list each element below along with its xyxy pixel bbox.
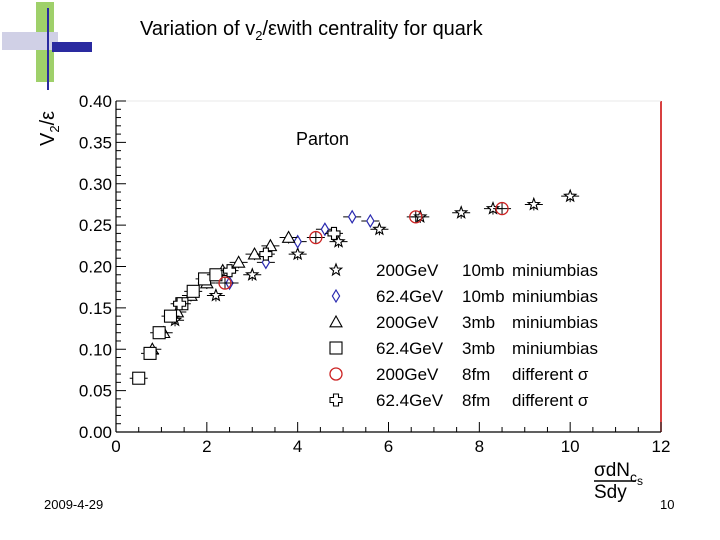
- chart-annotation: Parton: [296, 129, 349, 149]
- data-point-diamond: [288, 234, 307, 249]
- data-point-cross: [220, 264, 239, 278]
- x-axis-label-denominator: Sdy: [594, 482, 627, 503]
- data-point-cross: [170, 297, 189, 311]
- legend-label: 10mb: [462, 287, 505, 306]
- data-point-circle: [406, 210, 425, 224]
- data-point-star: [452, 205, 471, 219]
- legend-marker-star: [328, 262, 344, 277]
- legend-label: different σ: [512, 391, 589, 410]
- legend-marker-square: [329, 341, 343, 355]
- footer-date: 2009-4-29: [44, 497, 104, 512]
- legend-label: 8fm: [462, 365, 490, 384]
- data-point-diamond: [343, 209, 362, 225]
- data-point-square: [206, 268, 225, 282]
- legend-marker-cross: [329, 393, 343, 407]
- data-point-triangle: [229, 255, 248, 269]
- title-text-post: /εwith centrality for quark: [262, 18, 483, 40]
- y-tick-label: 0.25: [79, 216, 112, 235]
- legend-label: 62.4GeV: [376, 391, 444, 410]
- x-tick-label: 6: [384, 437, 393, 456]
- legend-label: miniumbias: [512, 313, 598, 332]
- y-tick-label: 0.40: [79, 92, 112, 111]
- legend-label: 8fm: [462, 391, 490, 410]
- y-axis-ticks: 0.00 0.05 0.10 0.15 0.20 0.25 0.30 0.35 0.40: [79, 92, 126, 442]
- x-tick-label: 2: [202, 437, 211, 456]
- x-axis-label: σdNcs Sdy: [594, 460, 643, 503]
- legend-marker-diamond: [331, 288, 341, 304]
- slide-corner-decoration: [2, 2, 92, 90]
- legend-marker-triangle: [329, 314, 343, 328]
- legend-label: 10mb: [462, 261, 505, 280]
- deco-blue-bar: [52, 42, 92, 52]
- deco-lavender-block: [2, 32, 58, 50]
- data-point-circle: [493, 201, 512, 216]
- data-point-square: [150, 326, 169, 340]
- y-axis-label: V2/ε: [37, 111, 62, 146]
- legend-label: miniumbias: [512, 339, 598, 358]
- legend-label: 62.4GeV: [376, 339, 444, 358]
- data-point-star: [524, 196, 543, 211]
- page-number: 10: [660, 497, 675, 512]
- data-point-square: [141, 346, 160, 360]
- legend-label: different σ: [512, 365, 589, 384]
- legend-label: 3mb: [462, 313, 495, 332]
- data-point-triangle: [245, 246, 264, 261]
- legend-label: miniumbias: [512, 287, 598, 306]
- data-point-square: [129, 371, 148, 385]
- data-point-triangle: [279, 230, 298, 244]
- x-axis-label-num-sub: c: [630, 469, 637, 485]
- data-point-square: [184, 284, 203, 298]
- data-point-star: [206, 287, 225, 302]
- y-tick-label: 0.05: [79, 382, 112, 401]
- title-subscript: 2: [255, 28, 263, 43]
- title-text-pre: Variation of v: [140, 18, 256, 40]
- data-point-star: [370, 221, 389, 236]
- legend-marker-circle: [329, 367, 343, 381]
- data-points: [129, 188, 580, 385]
- legend-label: 3mb: [462, 339, 495, 358]
- data-point-square: [161, 309, 180, 323]
- x-axis-label-num: σdN: [594, 460, 630, 481]
- legend-label: 200GeV: [376, 365, 439, 384]
- y-tick-label: 0.30: [79, 175, 112, 194]
- data-point-cross: [325, 226, 343, 240]
- y-axis-label-sub: 2: [47, 125, 62, 132]
- y-tick-label: 0.00: [79, 423, 112, 442]
- data-point-diamond: [361, 213, 380, 229]
- legend-label: miniumbias: [512, 261, 598, 280]
- x-axis-ticks: 0 2 4 6 8 10 12: [111, 422, 670, 456]
- data-point-star: [243, 267, 262, 281]
- legend-label: 200GeV: [376, 261, 439, 280]
- data-point-star: [288, 246, 307, 261]
- x-tick-label: 4: [293, 437, 302, 456]
- x-axis-label-num-sub2: s: [637, 474, 643, 488]
- data-point-cross: [256, 247, 275, 261]
- y-tick-label: 0.10: [79, 340, 112, 359]
- legend: 200GeV 10mb miniumbias 62.4GeV 10mb miniumbia…: [328, 261, 598, 410]
- slide-title: Variation of v2/εwith centrality for qua…: [140, 18, 660, 43]
- data-point-star: [561, 188, 580, 203]
- x-tick-label: 12: [652, 437, 671, 456]
- y-tick-label: 0.15: [79, 299, 112, 318]
- x-tick-label: 8: [475, 437, 484, 456]
- y-tick-label: 0.20: [79, 258, 112, 277]
- data-point-circle: [306, 230, 325, 245]
- y-axis-label-main: V: [37, 132, 59, 146]
- x-tick-label: 10: [561, 437, 580, 456]
- data-point-diamond: [315, 222, 334, 237]
- legend-label: 62.4GeV: [376, 287, 444, 306]
- y-tick-label: 0.35: [79, 133, 112, 152]
- legend-label: 200GeV: [376, 313, 439, 332]
- x-tick-label: 0: [111, 437, 120, 456]
- data-point-circle: [216, 276, 234, 290]
- x-axis-label-numerator: σdNcs: [594, 460, 643, 488]
- y-axis-label-rest: /ε: [37, 111, 59, 126]
